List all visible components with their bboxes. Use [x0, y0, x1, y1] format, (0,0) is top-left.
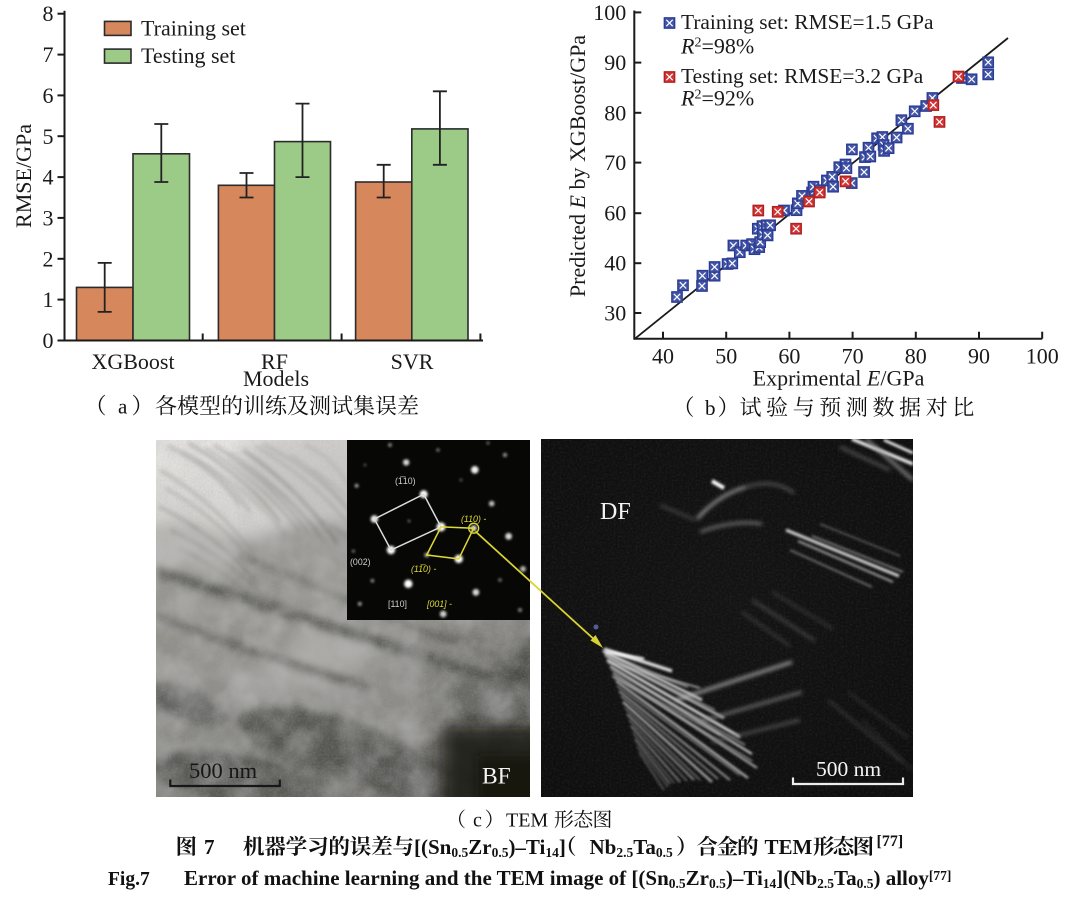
svg-text:b: b: [705, 396, 716, 420]
svg-text:RMSE/GPa: RMSE/GPa: [11, 124, 36, 228]
svg-text:8: 8: [43, 1, 54, 26]
svg-text:60: 60: [778, 344, 800, 369]
svg-text:90: 90: [968, 344, 990, 369]
svg-text:TEM: TEM: [765, 835, 813, 859]
svg-text:6: 6: [43, 83, 54, 108]
svg-text:90: 90: [604, 50, 626, 75]
svg-text:Testing set: Testing set: [141, 43, 235, 68]
svg-text:80: 80: [905, 344, 927, 369]
svg-text:70: 70: [842, 344, 864, 369]
svg-text:[001] -: [001] -: [426, 599, 452, 609]
svg-text:4: 4: [43, 165, 54, 190]
svg-text:RF: RF: [261, 349, 288, 374]
svg-text:Training set: RMSE=1.5 GPa: Training set: RMSE=1.5 GPa: [681, 10, 934, 34]
svg-text:R2=92%: R2=92%: [680, 86, 754, 111]
svg-text:[(Sn0.5Zr0.5)–Ti14]: [(Sn0.5Zr0.5)–Ti14]: [414, 835, 566, 860]
svg-text:80: 80: [604, 100, 626, 125]
svg-text:500 nm: 500 nm: [189, 758, 258, 783]
svg-text:(1̅10): (1̅10): [395, 476, 416, 486]
svg-text:40: 40: [652, 344, 674, 369]
svg-text:Error of machine learning and: Error of machine learning and the TEM im…: [184, 866, 951, 891]
svg-text:XGBoost: XGBoost: [91, 349, 174, 374]
svg-text:SVR: SVR: [391, 349, 434, 374]
svg-text:c: c: [473, 810, 482, 832]
svg-text:7: 7: [43, 42, 54, 67]
svg-text:Testing set: RMSE=3.2 GPa: Testing set: RMSE=3.2 GPa: [681, 64, 924, 88]
svg-text:0: 0: [43, 328, 54, 353]
svg-text:60: 60: [604, 201, 626, 226]
svg-text:Training set: Training set: [141, 16, 246, 41]
svg-text:[77]: [77]: [877, 833, 904, 850]
svg-text:1: 1: [43, 287, 54, 312]
svg-text:a: a: [118, 395, 128, 419]
svg-text:40: 40: [604, 251, 626, 276]
svg-text:500 nm: 500 nm: [816, 757, 881, 781]
svg-text:Models: Models: [243, 366, 309, 391]
svg-text:70: 70: [604, 150, 626, 175]
svg-text:100: 100: [1026, 344, 1059, 369]
svg-text:DF: DF: [600, 499, 631, 525]
svg-text:5: 5: [43, 124, 54, 149]
svg-text:Fig.7: Fig.7: [108, 869, 150, 890]
svg-text:(002): (002): [350, 557, 371, 567]
svg-text:Predicted E by XGBoost/GPa: Predicted E by XGBoost/GPa: [565, 35, 590, 297]
svg-text:R2=98%: R2=98%: [680, 34, 754, 59]
svg-text:50: 50: [715, 344, 737, 369]
svg-text:30: 30: [604, 301, 626, 326]
svg-text:2: 2: [43, 246, 54, 271]
svg-text:BF: BF: [482, 764, 511, 790]
svg-text:Exprimental E/GPa: Exprimental E/GPa: [753, 366, 925, 391]
svg-text:Nb2.5Ta0.5: Nb2.5Ta0.5: [590, 835, 673, 860]
svg-text:(110) -: (110) -: [461, 514, 486, 524]
svg-text:100: 100: [593, 0, 626, 25]
svg-text:[110]: [110]: [388, 599, 407, 609]
svg-text:7: 7: [204, 835, 215, 859]
svg-text:(11̅0) -: (11̅0) -: [411, 564, 436, 574]
svg-text:3: 3: [43, 205, 54, 230]
svg-text:TEM: TEM: [506, 810, 548, 832]
